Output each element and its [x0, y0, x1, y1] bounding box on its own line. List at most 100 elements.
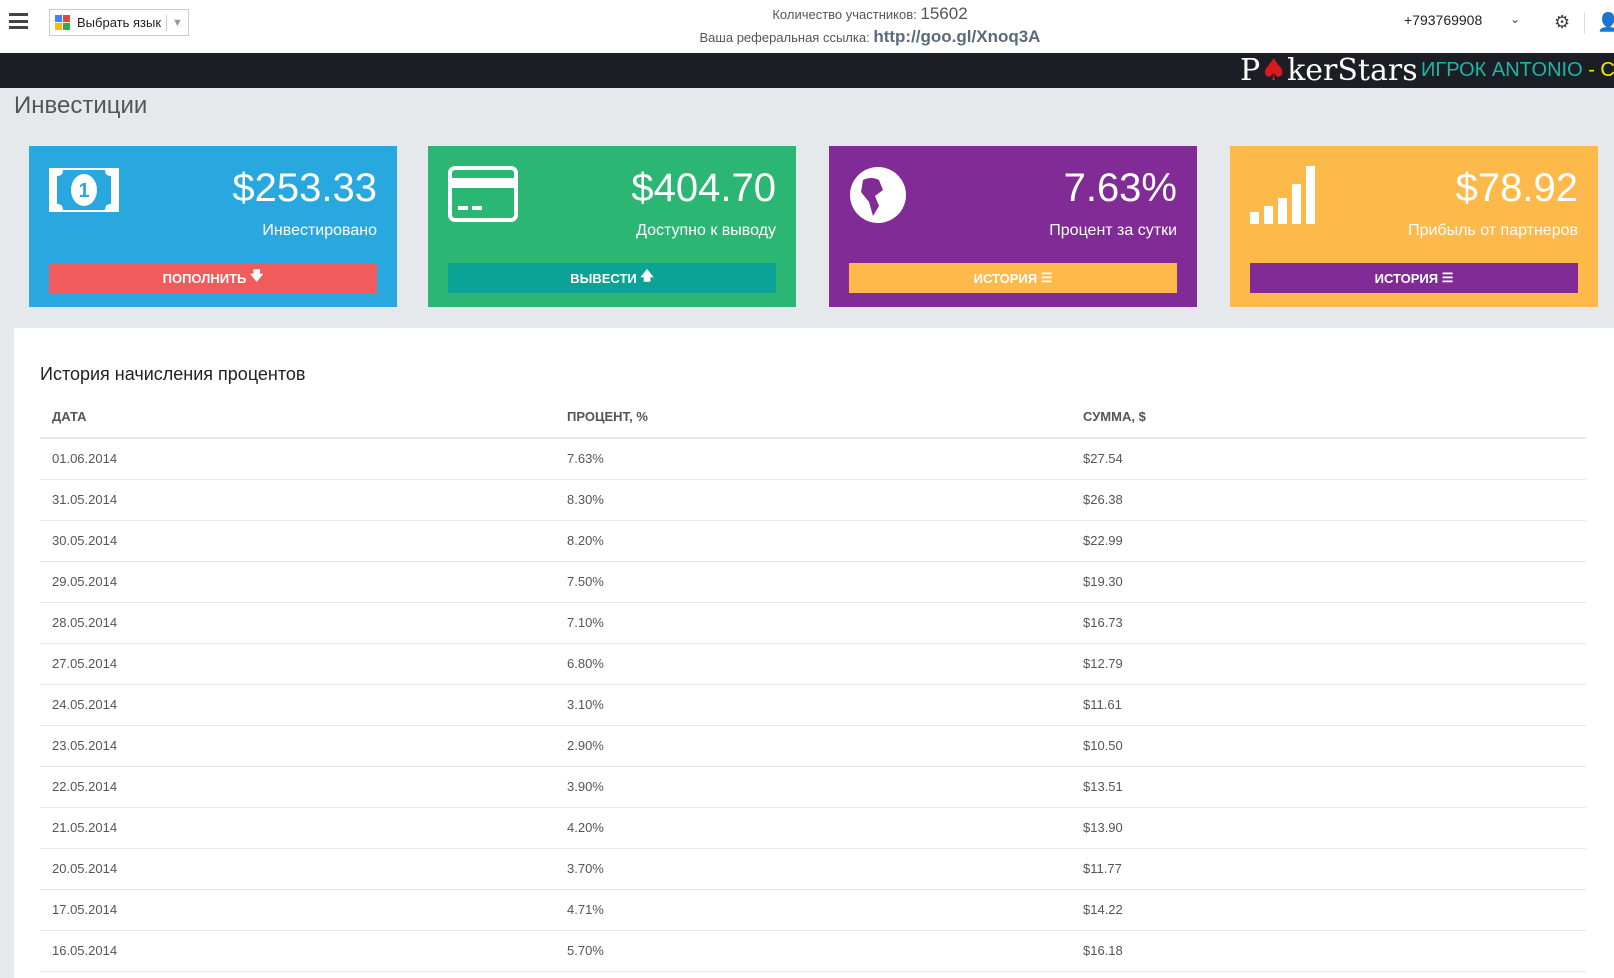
table-row: 16.05.2014 5.70% $16.18	[40, 930, 1586, 972]
cell-percent: 3.70%	[555, 848, 1071, 890]
partner-history-button[interactable]: ИСТОРИЯ ☰	[1250, 263, 1578, 293]
cell-date: 01.06.2014	[40, 438, 555, 480]
card-value: $404.70	[631, 166, 776, 210]
cell-percent: 7.50%	[555, 561, 1071, 603]
card-value: 7.63%	[1063, 166, 1177, 210]
credit-card-icon	[448, 166, 518, 227]
table-row: 22.05.2014 3.90% $13.51	[40, 766, 1586, 808]
table-row: 24.05.2014 3.10% $11.61	[40, 684, 1586, 726]
cell-date: 24.05.2014	[40, 684, 555, 726]
table-row: 21.05.2014 4.20% $13.90	[40, 807, 1586, 849]
player-name: ИГРОК ANTONIO - C	[1421, 59, 1614, 81]
interest-history-panel: История начисления процентов ДАТА ПРОЦЕН…	[14, 328, 1614, 978]
menu-icon[interactable]	[9, 13, 28, 29]
table-row: 01.06.2014 7.63% $27.54	[40, 438, 1586, 480]
cell-amount: $13.51	[1071, 766, 1586, 808]
referral-link-value[interactable]: http://goo.gl/Xnoq3A	[873, 27, 1041, 46]
cell-percent: 8.20%	[555, 520, 1071, 562]
banner: P♠kerStars ИГРОК ANTONIO - C	[0, 53, 1614, 88]
withdraw-button[interactable]: ВЫВЕСТИ 🡅	[448, 263, 776, 293]
card-label: Доступно к выводу	[636, 222, 776, 239]
cell-amount: $16.73	[1071, 602, 1586, 644]
card-available: $404.70 Доступно к выводу ВЫВЕСТИ 🡅	[428, 146, 796, 307]
table-row: 17.05.2014 4.71% $14.22	[40, 889, 1586, 931]
column-header: ПРОЦЕНТ, %	[555, 396, 1071, 439]
table-row: 28.05.2014 7.10% $16.73	[40, 602, 1586, 644]
card-label: Инвестировано	[262, 222, 377, 239]
card-label: Прибыль от партнеров	[1408, 222, 1578, 239]
cell-percent: 4.71%	[555, 889, 1071, 931]
top-bar: Выбрать язык ▼ Количество участников: 15…	[0, 0, 1614, 53]
svg-text:1: 1	[78, 180, 89, 202]
card-label: Процент за сутки	[1049, 222, 1177, 239]
cell-percent: 3.10%	[555, 684, 1071, 726]
cell-amount: $12.79	[1071, 643, 1586, 685]
members-count-value: 15602	[920, 4, 968, 23]
deposit-button[interactable]: ПОПОЛНИТЬ 🡇	[49, 263, 377, 293]
arrow-down-icon: 🡇	[249, 268, 264, 283]
gear-icon[interactable]: ⚙	[1554, 12, 1571, 32]
interest-history-table: ДАТА ПРОЦЕНТ, % СУММА, $ 01.06.2014 7.63%…	[40, 396, 1586, 972]
cell-percent: 5.70%	[555, 930, 1071, 972]
cell-date: 28.05.2014	[40, 602, 555, 644]
cell-date: 22.05.2014	[40, 766, 555, 808]
cell-date: 20.05.2014	[40, 848, 555, 890]
language-select-label: Выбрать язык	[77, 15, 162, 30]
cell-percent: 3.90%	[555, 766, 1071, 808]
cell-date: 17.05.2014	[40, 889, 555, 931]
section-title: История начисления процентов	[40, 364, 306, 384]
table-row: 27.05.2014 6.80% $12.79	[40, 643, 1586, 685]
table-row: 31.05.2014 8.30% $26.38	[40, 479, 1586, 521]
cell-date: 21.05.2014	[40, 807, 555, 849]
google-translate-icon	[55, 14, 71, 31]
cell-percent: 4.20%	[555, 807, 1071, 849]
cell-date: 29.05.2014	[40, 561, 555, 603]
card-invested: 1 $253.33 Инвестировано ПОПОЛНИТЬ 🡇	[29, 146, 397, 307]
cell-amount: $26.38	[1071, 479, 1586, 521]
cell-amount: $11.61	[1071, 684, 1586, 726]
cell-percent: 6.80%	[555, 643, 1071, 685]
cell-amount: $10.50	[1071, 725, 1586, 767]
column-header: СУММА, $	[1071, 396, 1586, 439]
table-row: 20.05.2014 3.70% $11.77	[40, 848, 1586, 890]
cell-date: 23.05.2014	[40, 725, 555, 767]
arrow-up-icon: 🡅	[640, 268, 654, 283]
cell-date: 31.05.2014	[40, 479, 555, 521]
pokerstars-logo: P♠kerStars	[1240, 53, 1418, 88]
cell-amount: $13.90	[1071, 807, 1586, 849]
table-row: 23.05.2014 2.90% $10.50	[40, 725, 1586, 767]
language-select[interactable]: Выбрать язык ▼	[49, 9, 189, 36]
user-icon[interactable]: 👤	[1597, 12, 1614, 32]
cell-date: 30.05.2014	[40, 520, 555, 562]
list-icon: ☰	[1040, 270, 1053, 285]
cell-amount: $14.22	[1071, 889, 1586, 931]
cell-amount: $11.77	[1071, 848, 1586, 890]
cell-percent: 8.30%	[555, 479, 1071, 521]
column-header: ДАТА	[40, 396, 555, 439]
card-daily-percent: 7.63% Процент за сутки ИСТОРИЯ ☰	[829, 146, 1197, 307]
table-row: 30.05.2014 8.20% $22.99	[40, 520, 1586, 562]
card-value: $253.33	[232, 166, 377, 210]
cell-amount: $16.18	[1071, 930, 1586, 972]
money-icon: 1	[49, 166, 119, 219]
cell-percent: 7.63%	[555, 438, 1071, 480]
cell-amount: $22.99	[1071, 520, 1586, 562]
signal-bars-icon	[1250, 166, 1316, 229]
cell-date: 16.05.2014	[40, 930, 555, 972]
cell-percent: 2.90%	[555, 725, 1071, 767]
card-partner-profit: $78.92 Прибыль от партнеров ИСТОРИЯ ☰	[1230, 146, 1598, 307]
user-phone[interactable]: +793769908	[1404, 12, 1483, 28]
dropdown-arrow-icon: ▼	[172, 16, 183, 29]
history-button[interactable]: ИСТОРИЯ ☰	[849, 263, 1177, 293]
referral-link: Ваша реферальная ссылка: http://goo.gl/X…	[699, 27, 1041, 46]
members-count: Количество участников: 15602	[772, 4, 968, 23]
card-value: $78.92	[1455, 166, 1578, 210]
page-title: Инвестиции	[14, 92, 148, 119]
cell-percent: 7.10%	[555, 602, 1071, 644]
list-icon: ☰	[1441, 270, 1454, 285]
chevron-down-icon[interactable]: ⌄	[1510, 12, 1521, 26]
cell-amount: $19.30	[1071, 561, 1586, 603]
globe-icon	[849, 166, 907, 229]
cell-amount: $27.54	[1071, 438, 1586, 480]
table-row: 29.05.2014 7.50% $19.30	[40, 561, 1586, 603]
